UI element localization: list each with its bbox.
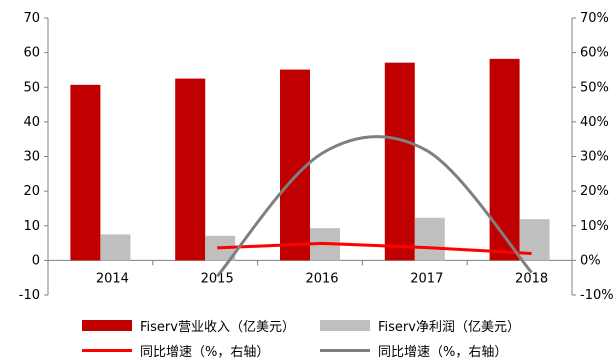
y-tick-right-label: 0% (580, 253, 601, 268)
legend: Fiserv营业收入（亿美元） Fiserv净利润（亿美元） 同比增速（%，右轴… (0, 310, 614, 363)
y-tick-right-label: 60% (580, 46, 609, 61)
y-tick-left-label: 70 (23, 11, 40, 26)
bar-net-profit (414, 217, 445, 261)
legend-swatch-gray-growth (320, 349, 370, 352)
y-tick-right-label: 40% (580, 115, 609, 130)
y-tick-right-label: 50% (580, 80, 609, 95)
x-tick-label: 2015 (201, 271, 234, 286)
legend-item-revenue: Fiserv营业收入（亿美元） (82, 316, 295, 335)
y-tick-left-label: 50 (23, 80, 40, 95)
legend-swatch-net-profit (320, 320, 370, 331)
legend-item-net-profit: Fiserv净利润（亿美元） (320, 316, 520, 335)
y-tick-left-label: 30 (23, 150, 40, 165)
y-tick-right-label: 30% (580, 150, 609, 165)
bar-revenue (384, 62, 415, 261)
legend-item-gray-growth: 同比增速（%，右轴） (320, 341, 507, 360)
y-tick-left-label: 0 (32, 253, 40, 268)
bar-net-profit (100, 234, 131, 261)
bar-revenue (175, 78, 206, 261)
x-tick-label: 2018 (515, 271, 548, 286)
line-growth-red (217, 241, 532, 255)
legend-label-red-growth: 同比增速（%，右轴） (140, 345, 270, 360)
line-growth-gray (216, 135, 533, 278)
x-tick-label: 2016 (305, 271, 338, 286)
bar-revenue (489, 58, 520, 261)
legend-label-net-profit: Fiserv净利润（亿美元） (378, 320, 520, 335)
y-tick-right-label: -10% (580, 288, 614, 303)
y-tick-left-label: 40 (23, 115, 40, 130)
y-tick-left-label: -10 (19, 288, 40, 303)
legend-swatch-revenue (82, 320, 132, 331)
y-tick-left-label: 20 (23, 184, 40, 199)
y-tick-left-label: 10 (23, 219, 40, 234)
y-tick-left-label: 60 (23, 46, 40, 61)
legend-label-gray-growth: 同比增速（%，右轴） (378, 345, 508, 360)
y-tick-right-label: 20% (580, 184, 609, 199)
x-tick-label: 2017 (410, 271, 443, 286)
legend-item-red-growth: 同比增速（%，右轴） (82, 341, 269, 360)
y-tick-right-label: 10% (580, 219, 609, 234)
x-tick-label: 2014 (96, 271, 129, 286)
chart: -10 0 10 20 30 40 50 60 70 -10% 0% 10% 20% 30% 40% 50% 6… (19, 11, 614, 303)
y-tick-right-label: 70% (580, 11, 609, 26)
legend-label-revenue: Fiserv营业收入（亿美元） (140, 320, 295, 335)
legend-swatch-red-growth (82, 349, 132, 352)
bar-revenue (70, 84, 101, 261)
